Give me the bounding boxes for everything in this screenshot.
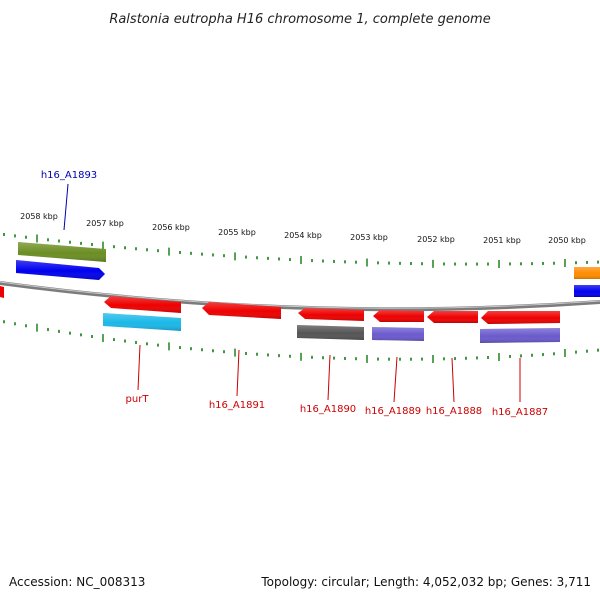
gene-left-edge-red[interactable] <box>0 286 4 298</box>
kbp-label: 2057 kbp <box>86 219 124 228</box>
gene-label-h16-a1891[interactable]: h16_A1891 <box>209 400 265 411</box>
kbp-label: 2050 kbp <box>548 236 586 245</box>
map-title: Ralstonia eutropha H16 chromosome 1, com… <box>109 12 490 27</box>
gene-h16-a1889-violet[interactable] <box>372 327 424 341</box>
gene-blue-outer[interactable] <box>16 260 105 280</box>
kbp-label: 2054 kbp <box>284 231 322 240</box>
outer-tick-ring <box>3 233 599 269</box>
leader-h16-a1891 <box>236 349 240 397</box>
gene-purT[interactable] <box>104 296 181 313</box>
kbp-label: 2056 kbp <box>152 223 190 232</box>
accession-text: Accession: NC_008313 <box>9 575 145 589</box>
gene-h16-a1888[interactable] <box>427 311 478 323</box>
gene-label-h16-a1887[interactable]: h16_A1887 <box>492 407 548 418</box>
leader-h16-a1888 <box>451 357 455 403</box>
chromosome-backbone-highlight <box>0 281 600 309</box>
kbp-label: 2058 kbp <box>20 212 58 221</box>
gene-right-edge-blue[interactable] <box>574 285 600 297</box>
kbp-label: 2053 kbp <box>350 233 388 242</box>
gene-h16-a1887-violet[interactable] <box>480 328 560 343</box>
gene-h16-a1890-gray[interactable] <box>297 325 364 340</box>
gene-label-h16-a1889[interactable]: h16_A1889 <box>365 406 421 417</box>
gene-label-purT[interactable]: purT <box>126 394 150 405</box>
gene-label-h16-a1893[interactable]: h16_A1893 <box>41 170 97 181</box>
kbp-scale-labels: 2058 kbp 2057 kbp 2056 kbp 2055 kbp 2054… <box>20 212 586 245</box>
kbp-label: 2052 kbp <box>417 235 455 244</box>
leader-h16-a1890 <box>327 354 331 401</box>
genome-summary-text: Topology: circular; Length: 4,052,032 bp… <box>260 575 591 589</box>
gene-h16-a1887[interactable] <box>481 311 560 324</box>
gene-h16-a1889[interactable] <box>373 310 424 322</box>
kbp-label: 2051 kbp <box>483 236 521 245</box>
kbp-label: 2055 kbp <box>218 228 256 237</box>
gene-label-h16-a1888[interactable]: h16_A1888 <box>426 406 482 417</box>
gene-h16-a1891[interactable] <box>202 302 281 319</box>
leader-h16-a1893 <box>63 183 69 231</box>
gene-h16-a1893[interactable] <box>18 242 106 262</box>
leader-purT <box>137 344 141 391</box>
inner-tick-ring <box>3 320 599 364</box>
chromosome-backbone <box>0 281 600 312</box>
gene-right-edge-orange[interactable] <box>574 267 600 279</box>
leader-h16-a1889 <box>393 356 398 403</box>
gene-label-h16-a1890[interactable]: h16_A1890 <box>300 404 356 415</box>
gene-h16-a1890[interactable] <box>298 308 364 321</box>
gene-purT-cyan[interactable] <box>103 313 181 331</box>
